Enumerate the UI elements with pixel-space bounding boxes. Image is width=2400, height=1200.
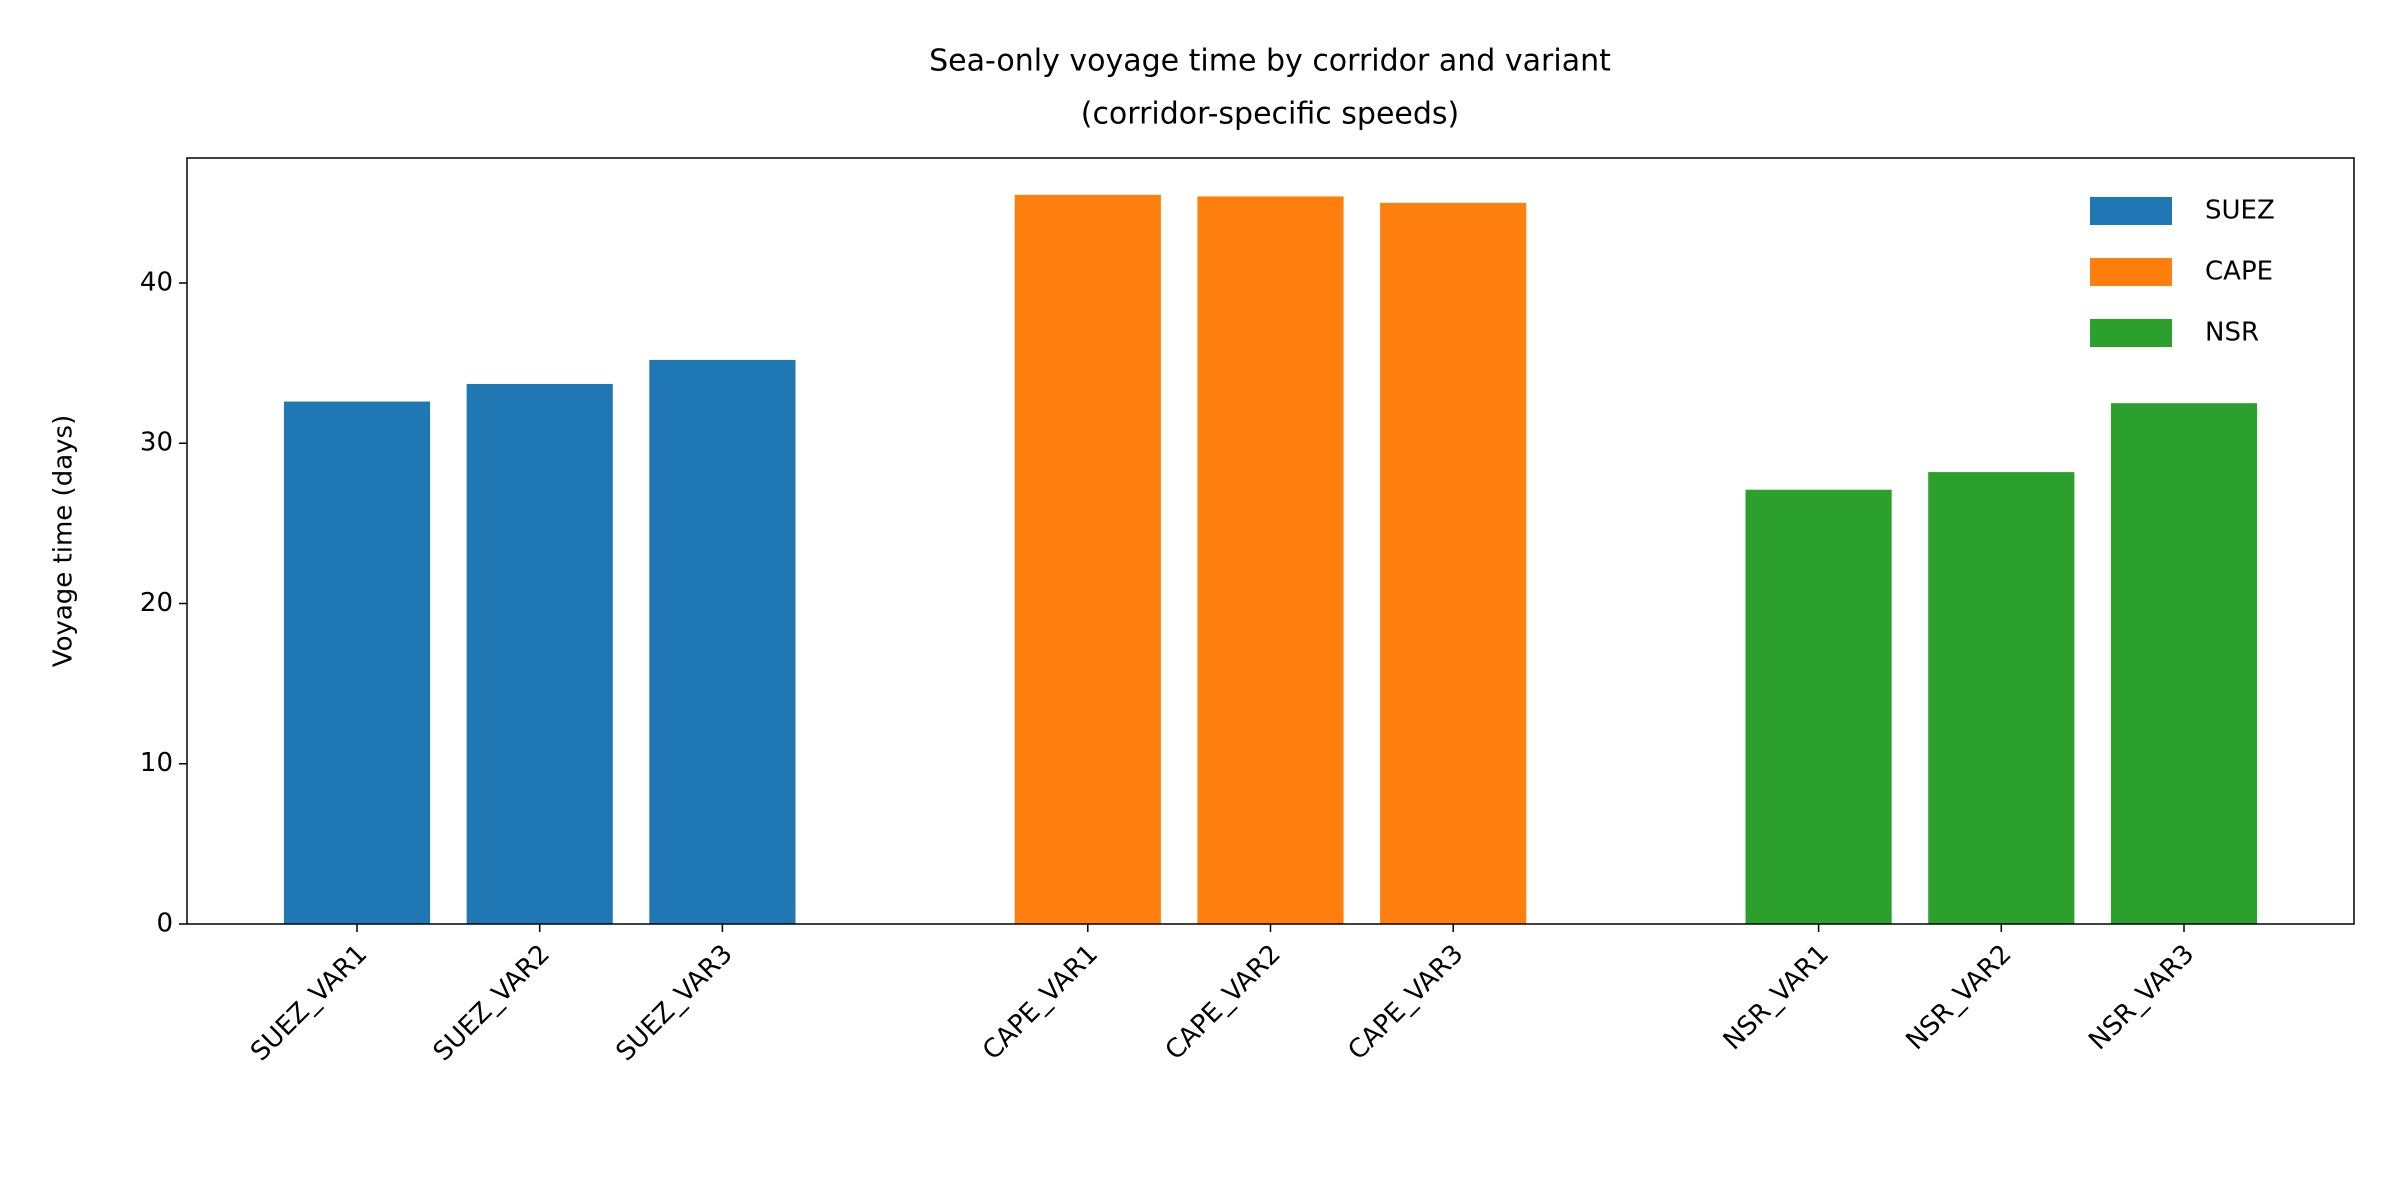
x-tick-label: SUEZ_VAR2 bbox=[428, 939, 556, 1067]
bar bbox=[466, 383, 613, 924]
legend-label: CAPE bbox=[2205, 257, 2273, 287]
legend-swatch bbox=[2090, 197, 2172, 225]
chart-title: Sea-only voyage time by corridor and var… bbox=[929, 44, 1611, 79]
y-tick-label: 10 bbox=[140, 748, 173, 778]
bar bbox=[2110, 403, 2258, 925]
bar bbox=[1197, 196, 1344, 924]
y-axis-label: Voyage time (days) bbox=[49, 415, 79, 667]
legend-swatch bbox=[2090, 258, 2172, 286]
legend-label: SUEZ bbox=[2205, 196, 2275, 226]
bar bbox=[1380, 202, 1527, 924]
x-tick-label: CAPE_VAR3 bbox=[1342, 939, 1469, 1066]
y-tick-label: 0 bbox=[156, 909, 173, 939]
y-tick-label: 40 bbox=[140, 267, 173, 297]
y-tick-label: 30 bbox=[140, 428, 173, 458]
legend-label: NSR bbox=[2205, 318, 2259, 348]
x-tick-label: CAPE_VAR1 bbox=[977, 939, 1104, 1066]
x-tick-label: SUEZ_VAR1 bbox=[245, 939, 373, 1067]
bar bbox=[649, 359, 796, 924]
x-tick-label: NSR_VAR1 bbox=[1718, 939, 1835, 1056]
x-tick-label: SUEZ_VAR3 bbox=[610, 939, 738, 1067]
x-tick-label: CAPE_VAR2 bbox=[1160, 939, 1287, 1066]
bar bbox=[1928, 472, 2075, 924]
chart-subtitle: (corridor-specific speeds) bbox=[1081, 97, 1460, 132]
legend-swatch bbox=[2090, 319, 2172, 347]
bar bbox=[283, 401, 431, 924]
x-tick-label: NSR_VAR2 bbox=[1900, 939, 2017, 1056]
plot-frame bbox=[186, 157, 2355, 925]
y-tick-label: 20 bbox=[140, 588, 173, 618]
bar bbox=[1014, 194, 1161, 925]
bar bbox=[1745, 489, 1892, 924]
x-tick-label: NSR_VAR3 bbox=[2083, 939, 2200, 1056]
